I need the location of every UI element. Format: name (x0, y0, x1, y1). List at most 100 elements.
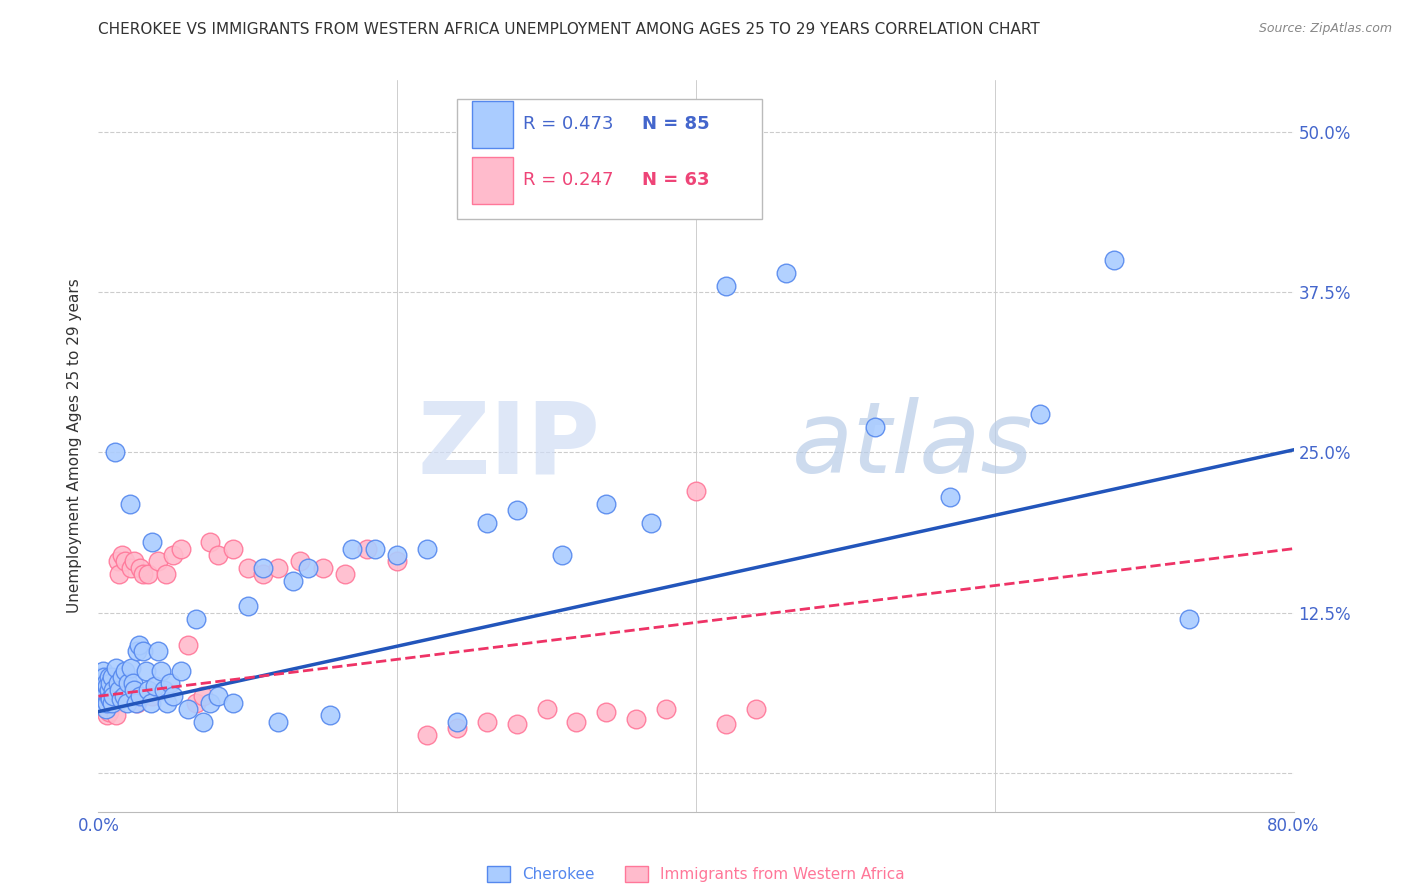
Point (184, 612, 207, 626)
FancyBboxPatch shape (472, 101, 513, 147)
Point (156, 696, 179, 710)
Point (148, 644, 170, 658)
Point (93, 682, 115, 697)
Point (104, 696, 127, 710)
Point (281, 574, 304, 588)
Point (169, 664, 191, 678)
Point (655, 702, 678, 716)
Point (236, 561, 259, 575)
Point (117, 676, 139, 690)
Point (200, 535, 222, 549)
Point (342, 541, 364, 556)
Point (191, 714, 214, 729)
Point (385, 554, 409, 568)
Point (94, 687, 117, 701)
Point (135, 664, 157, 678)
Point (103, 682, 125, 697)
Text: Source: ZipAtlas.com: Source: ZipAtlas.com (1258, 22, 1392, 36)
Point (89, 696, 111, 710)
Point (89, 682, 111, 697)
Point (132, 567, 155, 582)
Point (416, 728, 439, 742)
Point (124, 554, 146, 568)
Point (446, 714, 468, 729)
Point (162, 548, 184, 562)
Point (91, 664, 114, 678)
Point (120, 561, 142, 575)
Point (94, 702, 117, 716)
Text: ZIP: ZIP (418, 398, 600, 494)
Point (100, 676, 122, 690)
Point (90, 690, 112, 704)
Point (1104, 252, 1126, 267)
Point (865, 419, 887, 434)
Point (200, 696, 222, 710)
Point (103, 682, 125, 697)
Point (333, 567, 356, 582)
Point (112, 690, 135, 704)
Point (252, 567, 274, 582)
Point (550, 548, 572, 562)
Point (565, 714, 588, 729)
Point (93, 670, 115, 684)
FancyBboxPatch shape (457, 99, 762, 219)
Point (177, 702, 200, 716)
Point (207, 690, 229, 704)
Point (101, 676, 124, 690)
Point (89, 690, 111, 704)
Point (148, 554, 170, 568)
Point (136, 682, 159, 697)
Point (626, 712, 648, 726)
Point (595, 497, 617, 511)
Point (150, 664, 173, 678)
Point (125, 696, 148, 710)
Point (236, 599, 259, 614)
Point (252, 561, 274, 575)
Point (93, 691, 115, 706)
Point (101, 670, 124, 684)
Point (91, 673, 114, 688)
Point (162, 690, 184, 704)
Point (114, 664, 136, 678)
Point (96, 679, 118, 693)
Point (939, 491, 962, 505)
Point (141, 690, 163, 704)
Point (90, 670, 112, 684)
Point (446, 721, 468, 735)
Point (93, 696, 115, 710)
Point (475, 516, 498, 530)
Point (685, 483, 707, 498)
Point (111, 548, 134, 562)
Text: N = 63: N = 63 (643, 171, 710, 189)
Text: R = 0.247: R = 0.247 (523, 171, 613, 189)
Point (115, 696, 138, 710)
Point (118, 497, 141, 511)
Point (191, 690, 214, 704)
Point (141, 535, 163, 549)
Point (111, 670, 134, 684)
Point (107, 554, 129, 568)
Point (595, 705, 617, 719)
Point (159, 676, 181, 690)
Point (506, 717, 529, 731)
Legend: Cherokee, Immigrants from Western Africa: Cherokee, Immigrants from Western Africa (481, 860, 911, 888)
Point (91, 673, 114, 688)
Point (128, 638, 150, 652)
Point (775, 266, 797, 280)
Point (94, 676, 117, 690)
Point (1028, 407, 1050, 421)
Point (416, 541, 439, 556)
Point (640, 516, 662, 530)
Point (288, 554, 311, 568)
Point (356, 541, 378, 556)
Text: N = 85: N = 85 (643, 115, 710, 133)
Point (89, 676, 111, 690)
Point (97, 705, 120, 719)
Point (100, 682, 122, 697)
Point (155, 567, 177, 582)
Point (207, 548, 229, 562)
Point (745, 702, 768, 716)
Point (90, 691, 112, 706)
Point (97, 690, 120, 704)
Text: R = 0.473: R = 0.473 (523, 115, 613, 133)
